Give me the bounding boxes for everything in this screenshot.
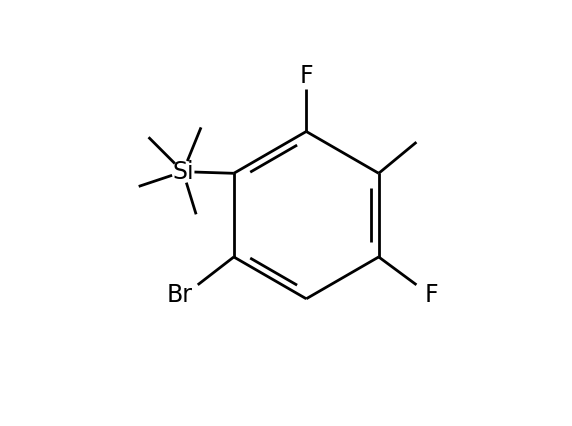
Text: Si: Si — [172, 160, 194, 184]
Text: F: F — [424, 283, 438, 307]
Text: F: F — [300, 64, 313, 88]
Text: Br: Br — [166, 283, 193, 307]
